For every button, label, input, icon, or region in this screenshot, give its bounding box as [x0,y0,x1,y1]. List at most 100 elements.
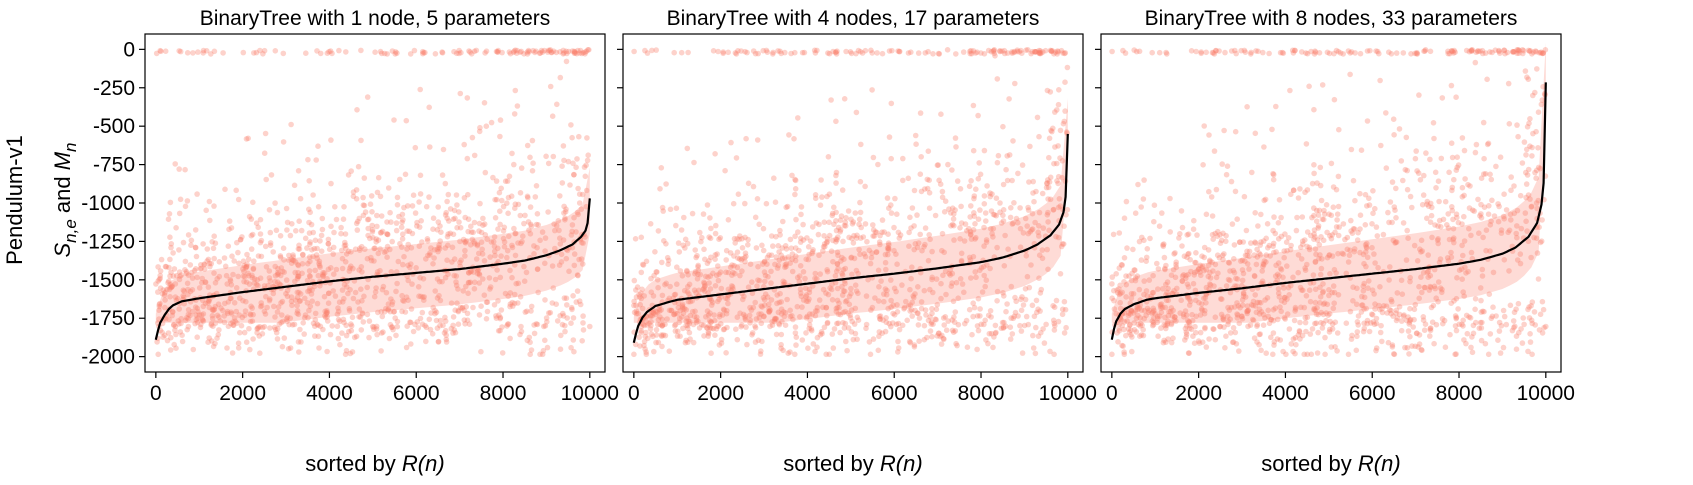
scatter-point [235,249,241,256]
scatter-point [416,293,422,300]
scatter-point [552,245,558,252]
scatter-point [1061,50,1068,57]
scatter-point [1354,285,1360,292]
scatter-point [1161,337,1167,344]
scatter-point [1031,198,1037,205]
scatter-point [1258,347,1264,354]
scatter-point [1528,303,1534,309]
scatter-point [433,309,440,316]
scatter-point [327,48,334,54]
scatter-point [689,210,696,217]
scatter-point [1539,330,1546,336]
scatter-point [295,261,301,268]
scatter-point [1454,275,1460,281]
scatter-point [533,183,540,189]
scatter-point [1320,320,1327,327]
scatter-point [895,345,902,351]
scatter-point [170,273,177,279]
scatter-point [653,332,660,338]
scatter-point [1322,351,1328,358]
scatter-point [481,100,488,106]
scatter-point [394,280,400,287]
scatter-point [291,257,297,264]
scatter-point [1223,283,1230,289]
scatter-point [389,301,395,308]
scatter-point [1201,267,1207,274]
scatter-point [512,262,518,268]
scatter-point [890,302,896,309]
scatter-point [357,247,363,253]
scatter-point [502,178,509,184]
scatter-point [1278,267,1285,273]
scatter-point [826,50,833,57]
scatter-point [184,198,191,204]
scatter-point [1531,234,1537,241]
scatter-point [1312,49,1319,55]
scatter-point [1518,326,1524,332]
scatter-point [1000,212,1006,219]
scatter-point [986,330,993,337]
scatter-point [311,245,318,252]
scatter-point [682,245,688,251]
scatter-point [1248,51,1254,57]
scatter-point [249,305,255,311]
scatter-point [981,272,987,279]
scatter-point [1285,284,1292,291]
scatter-point [580,320,586,326]
scatter-point [972,221,978,227]
scatter-point [1231,242,1238,248]
scatter-point [807,317,813,324]
scatter-point [287,315,294,322]
scatter-point [760,225,767,232]
scatter-point [872,229,879,235]
scatter-point [1427,272,1434,279]
scatter-point [768,297,775,303]
scatter-point [505,194,512,201]
scatter-point [179,338,186,345]
scatter-point [647,312,654,319]
scatter-point [1394,315,1401,321]
scatter-point [1529,351,1535,358]
scatter-point [831,221,837,228]
scatter-point [418,218,425,224]
scatter-point [1212,261,1219,268]
scatter-point [1017,244,1024,250]
scatter-point [312,237,319,244]
scatter-point [1506,268,1512,274]
scatter-point [1366,328,1373,335]
scatter-point [454,224,460,231]
scatter-point [806,289,813,296]
scatter-point [933,276,940,282]
scatter-point [1123,281,1129,288]
scatter-point [371,245,377,252]
scatter-point [1240,239,1246,245]
scatter-point [700,322,707,329]
scatter-point [991,212,998,218]
scatter-point [1198,49,1204,55]
scatter-point [1276,197,1283,203]
scatter-point [550,285,557,291]
scatter-point [344,284,350,290]
scatter-point [1539,217,1545,223]
scatter-point [1349,230,1356,236]
scatter-point [1511,324,1517,331]
scatter-point [470,229,477,236]
scatter-point [794,303,801,310]
scatter-point [189,308,196,315]
scatter-point [443,332,450,339]
scatter-point [1326,287,1332,293]
scatter-point [631,309,638,316]
scatter-point [534,211,541,217]
scatter-point [958,258,965,265]
scatter-point [1330,204,1337,210]
scatter-point [1124,245,1130,251]
scatter-point [1320,288,1326,295]
scatter-point [1126,322,1133,329]
scatter-point [851,321,858,327]
scatter-point [1155,286,1161,292]
scatter-point [866,339,873,345]
scatter-point [921,244,927,250]
scatter-point [1159,286,1166,292]
scatter-point [511,48,517,54]
scatter-point [1063,324,1069,331]
